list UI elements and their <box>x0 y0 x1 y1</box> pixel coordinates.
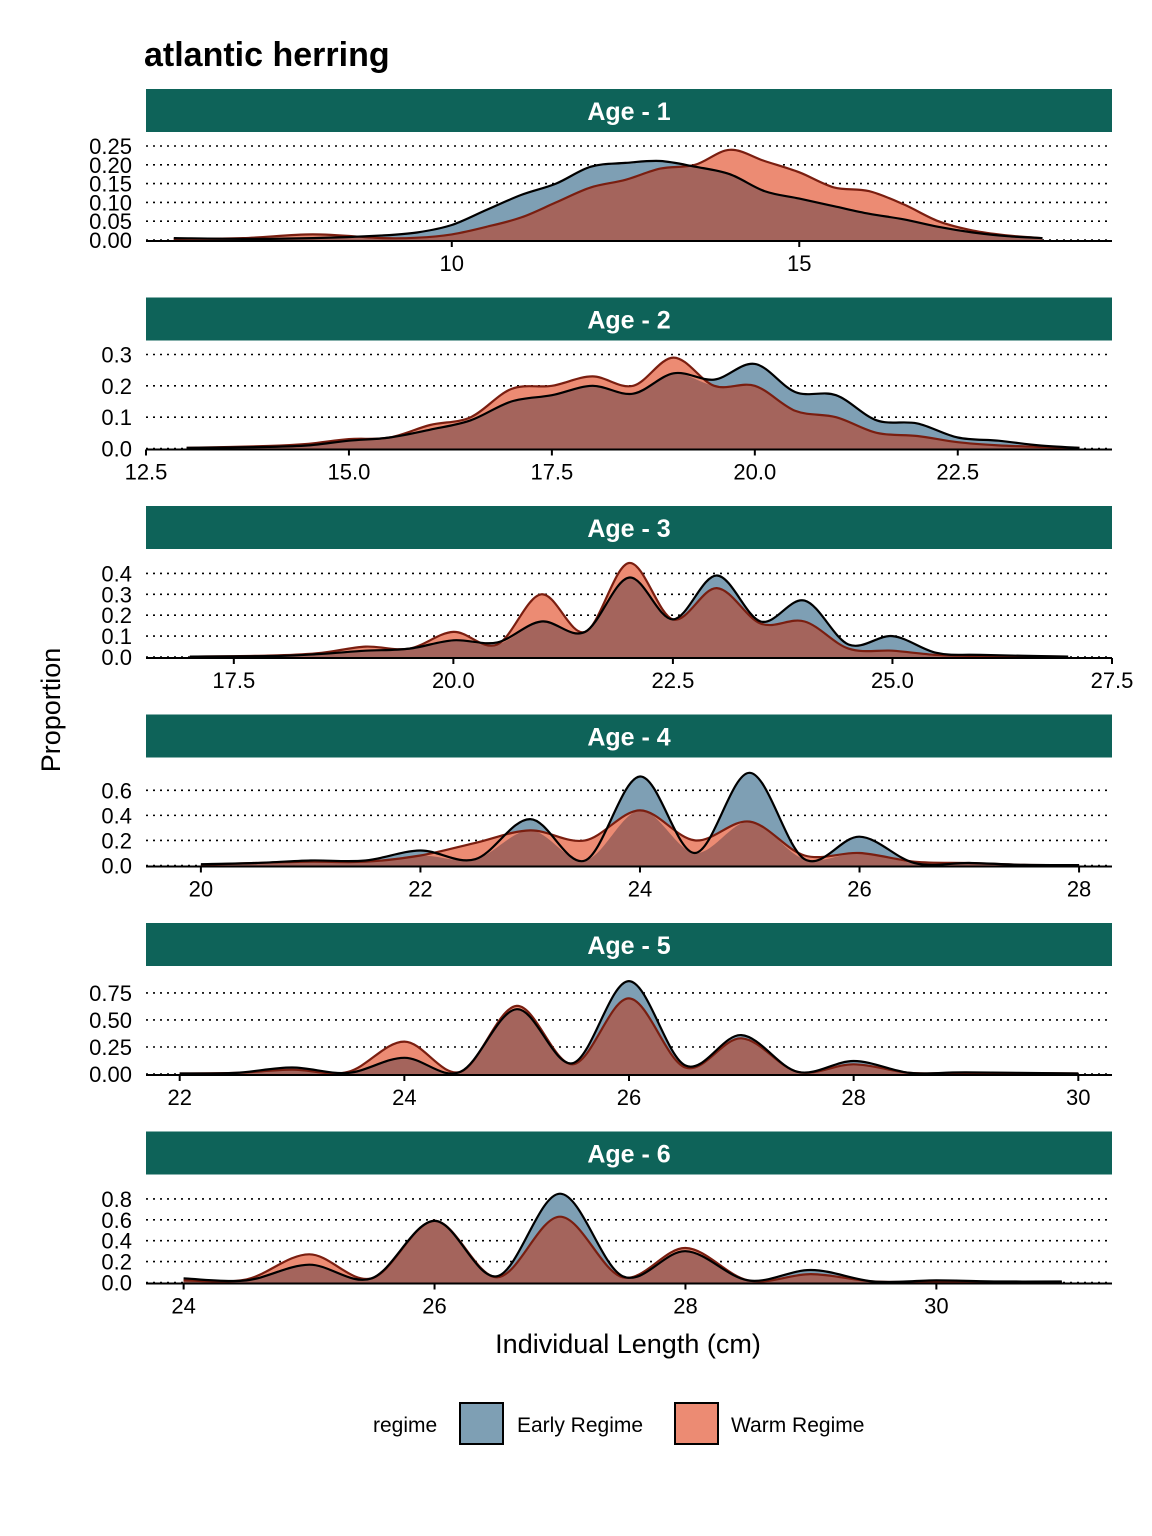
y-tick-label: 0.00 <box>89 1062 132 1087</box>
facet-strip-label: Age - 2 <box>587 307 670 335</box>
x-tick-label: 20.0 <box>733 460 776 485</box>
y-tick-label: 0.25 <box>89 1035 132 1060</box>
density-line-early <box>179 979 1079 1075</box>
density-area-overlap <box>200 810 1080 866</box>
density-area-overlap <box>186 373 1080 449</box>
y-tick-label: 0.05 <box>89 209 132 234</box>
x-tick-label: 22 <box>408 877 432 902</box>
x-tick-label: 28 <box>1067 877 1091 902</box>
legend-title: regime <box>373 1414 437 1437</box>
x-tick-label: 28 <box>841 1085 865 1110</box>
facet-strip-label: Age - 4 <box>587 724 670 752</box>
x-tick-label: 26 <box>847 877 871 902</box>
legend-swatch-early <box>459 1402 504 1445</box>
density-line-warm <box>189 561 1069 658</box>
facet-strip <box>146 506 1112 549</box>
x-tick-label: 20.0 <box>432 668 475 693</box>
y-tick-label: 0.20 <box>89 153 132 178</box>
x-tick-label: 28 <box>673 1294 697 1319</box>
y-tick-label: 0.75 <box>89 981 132 1006</box>
density-line-warm <box>173 148 1043 240</box>
facet-strip <box>146 89 1112 132</box>
facet-strip <box>146 923 1112 966</box>
y-tick-label: 0.4 <box>101 1229 132 1254</box>
x-tick-label: 26 <box>617 1085 641 1110</box>
x-tick-label: 30 <box>924 1294 948 1319</box>
y-tick-label: 0.2 <box>101 1250 132 1275</box>
density-area-overlap <box>173 166 1043 240</box>
x-tick-label: 15 <box>787 251 811 276</box>
x-tick-label: 17.5 <box>530 460 573 485</box>
facet-strip <box>146 297 1112 341</box>
y-tick-label: 0.4 <box>101 561 132 586</box>
y-tick-label: 0.3 <box>101 343 132 368</box>
x-tick-label: 22 <box>167 1085 191 1110</box>
x-tick-label: 24 <box>171 1294 195 1319</box>
legend-swatch-warm <box>674 1402 719 1445</box>
density-area-overlap <box>179 998 1079 1074</box>
x-tick-label: 25.0 <box>871 668 914 693</box>
y-tick-label: 0.6 <box>101 778 132 803</box>
x-tick-label: 26 <box>422 1294 446 1319</box>
chart-title: atlantic herring <box>144 36 390 74</box>
y-tick-label: 0.4 <box>101 803 132 828</box>
panel-age-2: Age - 2 0.0 0.1 0.2 0.3 12.5 15.0 17.5 20.0 22.5 <box>101 297 1112 485</box>
y-tick-label: 0.2 <box>101 603 132 628</box>
y-tick-label: 0.25 <box>89 134 132 159</box>
facet-strip <box>146 714 1112 758</box>
density-line-early <box>186 362 1080 449</box>
y-tick-label: 0.50 <box>89 1008 132 1033</box>
y-tick-label: 0.1 <box>101 624 132 649</box>
panel-age-1: Age - 1 0.000.050.100.150.200.25 10 15 <box>89 89 1112 276</box>
x-tick-label: 22.5 <box>936 460 979 485</box>
density-line-early <box>200 771 1080 867</box>
x-tick-label: 20 <box>189 877 213 902</box>
density-line-early <box>183 1192 1062 1284</box>
x-tick-label: 10 <box>440 251 464 276</box>
facet-strip-label: Age - 3 <box>587 515 670 543</box>
x-tick-label: 22.5 <box>651 668 694 693</box>
x-tick-label: 15.0 <box>328 460 371 485</box>
facet-strip <box>146 1131 1112 1175</box>
y-axis-title: Proportion <box>36 648 66 773</box>
x-axis-title: Individual Length (cm) <box>495 1329 761 1359</box>
y-tick-label: 0.0 <box>101 645 132 670</box>
y-tick-label: 0.0 <box>101 1271 132 1296</box>
density-line-early <box>173 159 1043 241</box>
facet-strip-label: Age - 6 <box>587 1141 670 1169</box>
y-tick-label: 0.0 <box>101 854 132 879</box>
legend: regime Early Regime Warm Regime <box>373 1402 864 1445</box>
y-tick-label: 0.2 <box>101 828 132 853</box>
legend-label-early: Early Regime <box>517 1414 643 1437</box>
x-tick-label: 27.5 <box>1091 668 1134 693</box>
y-tick-label: 0.10 <box>89 190 132 215</box>
panel-age-6: Age - 6 0.00.20.40.60.8 24 26 28 30 <box>101 1131 1112 1319</box>
density-line-early <box>189 574 1069 658</box>
panel-age-5: Age - 5 0.000.250.500.75 22 24 26 28 30 <box>89 923 1112 1110</box>
y-tick-label: 0.00 <box>89 228 132 253</box>
y-tick-label: 0.2 <box>101 374 132 399</box>
x-tick-label: 30 <box>1066 1085 1090 1110</box>
panel-age-3: Age - 3 0.00.10.20.30.4 17.5 20.0 22.5 25.0 27… <box>101 506 1133 693</box>
y-tick-label: 0.1 <box>101 405 132 430</box>
x-tick-label: 24 <box>392 1085 416 1110</box>
y-tick-label: 0.15 <box>89 172 132 197</box>
panel-age-4: Age - 4 0.00.20.40.6 20 22 24 26 28 <box>101 714 1112 902</box>
x-tick-label: 17.5 <box>212 668 255 693</box>
density-area-overlap <box>183 1216 1062 1283</box>
x-tick-label: 24 <box>628 877 652 902</box>
y-tick-label: 0.8 <box>101 1187 132 1212</box>
legend-label-warm: Warm Regime <box>731 1414 864 1437</box>
density-area-overlap <box>189 577 1069 657</box>
facet-strip-label: Age - 1 <box>587 98 670 126</box>
facet-strip-label: Age - 5 <box>587 932 670 960</box>
x-tick-label: 12.5 <box>125 460 168 485</box>
y-tick-label: 0.3 <box>101 582 132 607</box>
y-tick-label: 0.0 <box>101 437 132 462</box>
y-tick-label: 0.6 <box>101 1208 132 1233</box>
